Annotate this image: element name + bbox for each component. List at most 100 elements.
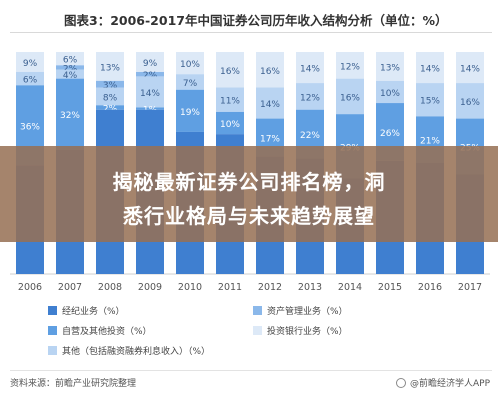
data-label: 19%: [180, 108, 200, 118]
data-label: 10%: [380, 89, 400, 99]
bar-segment: [176, 89, 204, 132]
bar-segment: [176, 74, 204, 90]
x-tick-label: 2013: [298, 282, 322, 293]
bar-segment: [136, 107, 164, 110]
legend-label: 投资银行业务（%）: [267, 327, 348, 337]
data-label: 15%: [420, 97, 440, 107]
data-label: 16%: [340, 93, 360, 103]
data-label: 13%: [380, 63, 400, 73]
brand-credit: @前瞻经济学人APP: [395, 376, 490, 389]
footer-divider: [10, 370, 492, 371]
bar-segment: [216, 87, 244, 112]
legend-item: 经纪业务（%）: [48, 304, 125, 317]
data-label: 17%: [260, 134, 280, 144]
x-tick-label: 2008: [98, 282, 122, 293]
bar-segment: [136, 71, 164, 77]
bar-segment: [456, 83, 484, 119]
legend-swatch: [48, 306, 57, 315]
bar-segment: [96, 87, 124, 106]
bar-segment: [336, 52, 364, 79]
data-label: 2%: [103, 105, 118, 115]
bar-segment: [96, 52, 124, 81]
data-label: 14%: [140, 89, 160, 99]
bar-segment: [256, 52, 284, 88]
x-tick-label: 2011: [218, 282, 242, 293]
data-label: 16%: [260, 67, 280, 77]
legend-label: 经纪业务（%）: [62, 307, 125, 317]
data-label: 6%: [23, 76, 38, 86]
title-divider: [10, 32, 492, 33]
data-label: 10%: [180, 60, 200, 70]
data-label: 14%: [460, 65, 480, 75]
data-label: 4%: [63, 71, 78, 81]
x-tick-label: 2014: [338, 282, 362, 293]
data-label: 36%: [20, 122, 40, 132]
bar-segment: [56, 78, 84, 150]
data-label: 7%: [183, 79, 198, 89]
headline-banner: 揭秘最新证券公司排名榜，洞 悉行业格局与未来趋势展望: [0, 146, 498, 242]
bar-segment: [416, 52, 444, 84]
data-label: 14%: [420, 65, 440, 75]
legend-item: 投资银行业务（%）: [253, 324, 348, 337]
data-label: 9%: [143, 59, 158, 69]
x-tick-label: 2007: [58, 282, 82, 293]
bar-segment: [336, 78, 364, 115]
legend-label: 自营及其他投资（%）: [62, 327, 152, 337]
legend-swatch: [48, 346, 57, 355]
bar-segment: [56, 65, 84, 70]
bar-segment: [96, 105, 124, 110]
data-label: 10%: [220, 120, 240, 130]
banner-line-2: 悉行业格局与未来趋势展望: [123, 204, 375, 228]
data-label: 22%: [300, 131, 320, 141]
data-label: 21%: [420, 137, 440, 147]
legend-item: 自营及其他投资（%）: [48, 324, 152, 337]
legend-swatch: [253, 306, 262, 315]
bar-segment: [216, 52, 244, 88]
data-label: 3%: [103, 81, 118, 91]
legend-label: 其他（包括融资融券利息收入）（%）: [62, 347, 211, 357]
bar-segment: [256, 87, 284, 119]
bar-segment: [416, 83, 444, 117]
bar-segment: [456, 52, 484, 84]
bar-segment: [16, 52, 44, 72]
data-label: 2%: [63, 65, 78, 75]
chart-title: 图表3：2006-2017年中国证券公司历年收入结构分析（单位：%）: [64, 13, 448, 28]
data-label: 12%: [300, 93, 320, 103]
x-tick-label: 2006: [18, 282, 42, 293]
data-label: 2%: [143, 71, 158, 81]
data-label: 12%: [340, 62, 360, 72]
data-label: 32%: [60, 111, 80, 121]
bar-segment: [376, 80, 404, 104]
data-label: 13%: [100, 63, 120, 73]
data-label: 14%: [260, 100, 280, 110]
source-note: 资料来源：前瞻产业研究院整理: [10, 379, 137, 389]
bar-segment: [136, 76, 164, 108]
legend-swatch: [48, 326, 57, 335]
x-tick-label: 2016: [418, 282, 442, 293]
bar-segment: [296, 83, 324, 110]
x-tick-label: 2012: [258, 282, 282, 293]
brand-label: @前瞻经济学人APP: [409, 379, 490, 389]
data-label: 9%: [23, 59, 38, 69]
chart-header: 图表3：2006-2017年中国证券公司历年收入结构分析（单位：%）: [0, 0, 498, 36]
x-tick-label: 2009: [138, 282, 162, 293]
data-label: 14%: [300, 65, 320, 75]
bar-segment: [296, 52, 324, 84]
x-tick-label: 2015: [378, 282, 402, 293]
bar-segment: [56, 69, 84, 79]
bar-segment: [216, 111, 244, 135]
legend-item: 资产管理业务（%）: [253, 304, 348, 317]
data-label: 16%: [220, 67, 240, 77]
data-label: 26%: [380, 129, 400, 139]
x-tick-label: 2017: [458, 282, 482, 293]
data-label: 11%: [220, 97, 240, 107]
bar-segment: [16, 71, 44, 86]
bar-segment: [376, 52, 404, 81]
bar-segment: [56, 52, 84, 66]
bar-segment: [176, 52, 204, 75]
banner-line-1: 揭秘最新证券公司排名榜，洞: [112, 170, 386, 194]
brand-logo-icon: [395, 377, 406, 388]
legend-item: 其他（包括融资融券利息收入）（%）: [48, 344, 210, 357]
x-tick-label: 2010: [178, 282, 202, 293]
legend-label: 资产管理业务（%）: [267, 307, 348, 317]
